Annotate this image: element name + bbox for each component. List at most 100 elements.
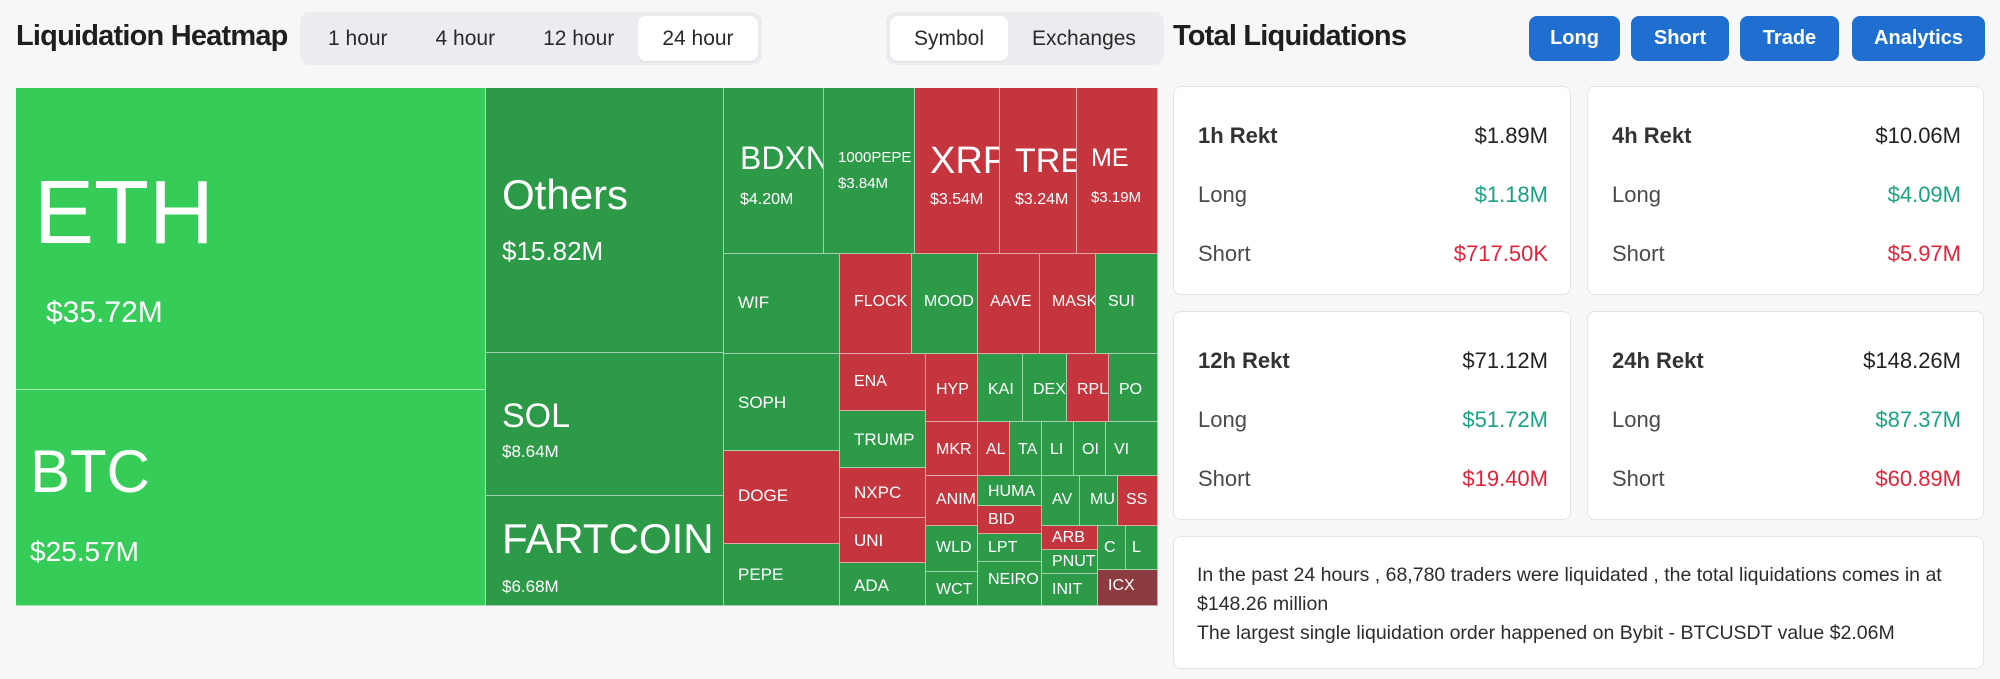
tile-symbol: L [1132,539,1141,556]
treemap-tile-dex[interactable]: DEX [1023,354,1067,422]
card-12h-rekt: 12h Rekt $71.12M Long $51.72M Short $19.40M [1173,311,1571,520]
treemap-tile-bdxn[interactable]: BDXN $4.20M [724,88,824,254]
treemap-tile-li[interactable]: LI [1042,422,1074,476]
treemap-tile-lpt[interactable]: LPT [978,534,1042,562]
analytics-button[interactable]: Analytics [1852,16,1985,61]
treemap-tile-ena[interactable]: ENA [840,354,926,411]
treemap-tile-wif[interactable]: WIF [724,254,840,354]
tile-value: $3.24M [1015,191,1069,208]
tile-symbol: ENA [854,373,887,390]
treemap-tile-trump[interactable]: TRUMP [840,411,926,468]
treemap-tile-vi[interactable]: VI [1106,422,1158,476]
treemap-tile-me[interactable]: ME $3.19M [1077,88,1158,254]
treemap-tile-wct[interactable]: WCT [926,572,978,606]
tile-symbol: BID [988,511,1015,528]
treemap-tile-tre[interactable]: TRE $3.24M [1000,88,1077,254]
treemap-tile-wld[interactable]: WLD [926,526,978,572]
treemap-tile-pepe[interactable]: PEPE [724,544,840,606]
timeframe-4-hour[interactable]: 4 hour [435,26,496,50]
treemap-tile-btc[interactable]: BTC $25.57M [16,390,486,606]
timeframe-1-hour[interactable]: 1 hour [328,26,388,50]
treemap-tile-rpl[interactable]: RPL [1067,354,1109,422]
tile-symbol: INIT [1052,581,1083,598]
treemap-tile-sol[interactable]: SOL $8.64M [486,353,724,496]
treemap-tile-l[interactable]: L [1126,526,1158,570]
treemap-tile-flock[interactable]: FLOCK [840,254,912,354]
card-label: 24h Rekt [1612,348,1704,373]
card-total: $1.89M [1474,123,1548,148]
treemap-tile-c[interactable]: C [1098,526,1126,570]
tile-symbol: XRP [930,140,999,182]
treemap-tile-mkr[interactable]: MKR [926,422,978,476]
card-label: 1h Rekt [1198,123,1278,148]
treemap-tile-oi[interactable]: OI [1074,422,1106,476]
short-label: Short [1198,466,1251,491]
tile-symbol: MU [1090,491,1115,508]
tile-symbol: PNUT [1052,553,1096,570]
tile-symbol: C [1104,539,1116,556]
treemap-tile-ada[interactable]: ADA [840,563,926,606]
long-button[interactable]: Long [1529,16,1620,61]
tile-symbol: DOGE [738,486,789,505]
tile-value: $3.19M [1091,189,1142,206]
tile-symbol: ANIM [936,491,976,508]
treemap-tile-mood[interactable]: MOOD [912,254,978,354]
treemap-tile-nxpc[interactable]: NXPC [840,468,926,518]
treemap-tile-ss[interactable]: SS [1118,476,1158,526]
treemap-tile-neiro[interactable]: NEIRO [978,562,1042,606]
tile-value: $6.68M [502,577,559,596]
tile-symbol: ETH [34,163,214,263]
summary-line-2: The largest single liquidation order hap… [1197,622,1895,644]
treemap-tile-uni[interactable]: UNI [840,518,926,563]
short-label: Short [1612,241,1665,266]
treemap-tile-bid[interactable]: BID [978,506,1042,534]
long-value: $1.18M [1474,182,1548,207]
view-mode-symbol[interactable]: Symbol [890,16,1009,61]
treemap-tile-av[interactable]: AV [1042,476,1080,526]
tile-symbol: TRUMP [854,430,915,449]
view-mode-exchanges[interactable]: Exchanges [1032,26,1136,50]
short-button[interactable]: Short [1631,16,1729,61]
timeframe-selector: 1 hour 4 hour 12 hour 24 hour [300,12,762,65]
tile-symbol: VI [1114,441,1130,458]
tile-symbol: 1000PEPE [838,149,912,166]
treemap-tile-mu[interactable]: MU [1080,476,1118,526]
treemap-tile-others[interactable]: Others $15.82M [486,88,724,353]
long-label: Long [1198,182,1247,207]
tile-symbol: PO [1119,381,1143,398]
tile-value: $4.20M [740,191,794,208]
treemap-tile-xrp[interactable]: XRP $3.54M [915,88,1000,254]
trade-button[interactable]: Trade [1740,16,1839,61]
treemap-tile-al[interactable]: AL [978,422,1010,476]
treemap-tile-fartcoin[interactable]: FARTCOIN $6.68M [486,496,724,606]
treemap-tile-huma[interactable]: HUMA [978,476,1042,506]
card-label: 4h Rekt [1612,123,1692,148]
treemap-tile-hyp[interactable]: HYP [926,354,978,422]
tile-symbol: MOOD [924,293,974,310]
treemap-tile-eth[interactable]: ETH $35.72M [16,88,486,390]
treemap-tile-kai[interactable]: KAI [978,354,1023,422]
treemap-tile-mask[interactable]: MASK [1040,254,1096,354]
treemap-tile-soph[interactable]: SOPH [724,354,840,451]
tile-symbol: ARB [1052,529,1085,546]
tile-symbol: LPT [988,539,1018,556]
treemap-tile-pnut[interactable]: PNUT [1042,550,1098,574]
treemap-tile-init[interactable]: INIT [1042,574,1098,606]
treemap-tile-icx[interactable]: ICX [1098,570,1158,606]
tile-symbol: SOL [502,397,571,435]
timeframe-24-hour[interactable]: 24 hour [638,16,758,61]
treemap-tile-doge[interactable]: DOGE [724,451,840,544]
treemap-tile-po[interactable]: PO [1109,354,1158,422]
tile-symbol: DEX [1033,381,1066,398]
treemap-tile-aave[interactable]: AAVE [978,254,1040,354]
tile-symbol: WIF [738,293,770,312]
tile-symbol: RPL [1077,381,1109,398]
timeframe-12-hour[interactable]: 12 hour [543,26,615,50]
treemap-tile-arb[interactable]: ARB [1042,526,1098,550]
treemap-tile-anim[interactable]: ANIM [926,476,978,526]
tile-symbol: WLD [936,539,972,556]
treemap-tile-sui[interactable]: SUI [1096,254,1158,354]
treemap-tile-1000pepe[interactable]: 1000PEPE $3.84M [824,88,915,254]
total-liquidations-title: Total Liquidations [1173,20,1407,52]
treemap-tile-ta[interactable]: TA [1010,422,1042,476]
